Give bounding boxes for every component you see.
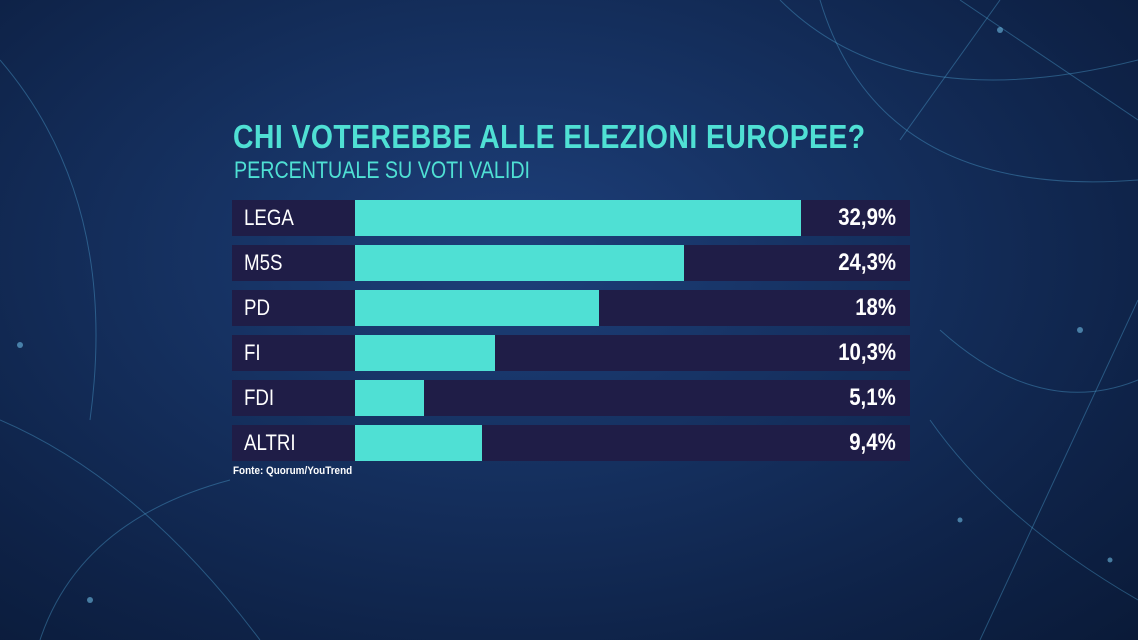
category-label: PD (244, 295, 270, 320)
bar-row: M5S 24,3% (232, 245, 910, 281)
value-label: 10,3% (838, 339, 896, 366)
category-label: M5S (244, 250, 283, 275)
value-label: 18% (855, 294, 896, 321)
source-note: Fonte: Quorum/YouTrend (233, 465, 353, 477)
category-label: LEGA (244, 205, 294, 230)
value-label: 9,4% (849, 429, 896, 456)
bar-row: FI 10,3% (232, 335, 910, 371)
value-label: 24,3% (838, 249, 896, 276)
category-label: ALTRI (244, 430, 296, 455)
bar-row: PD 18% (232, 290, 910, 326)
category-label: FDI (244, 385, 275, 410)
bar (355, 200, 801, 236)
value-label: 5,1% (849, 384, 896, 411)
chart-title: CHI VOTEREBBE ALLE ELEZIONI EUROPEE? (233, 118, 866, 155)
bar (355, 425, 483, 461)
bar-row: FDI 5,1% (232, 380, 910, 416)
bar-row: LEGA 32,9% (232, 200, 910, 236)
bar (355, 380, 425, 416)
chart-subtitle: PERCENTUALE SU VOTI VALIDI (234, 157, 531, 184)
category-label: FI (244, 340, 261, 365)
bar (355, 290, 599, 326)
bar-row: ALTRI 9,4% (232, 425, 910, 461)
bar (355, 245, 685, 281)
bar (355, 335, 495, 371)
value-label: 32,9% (838, 204, 896, 231)
